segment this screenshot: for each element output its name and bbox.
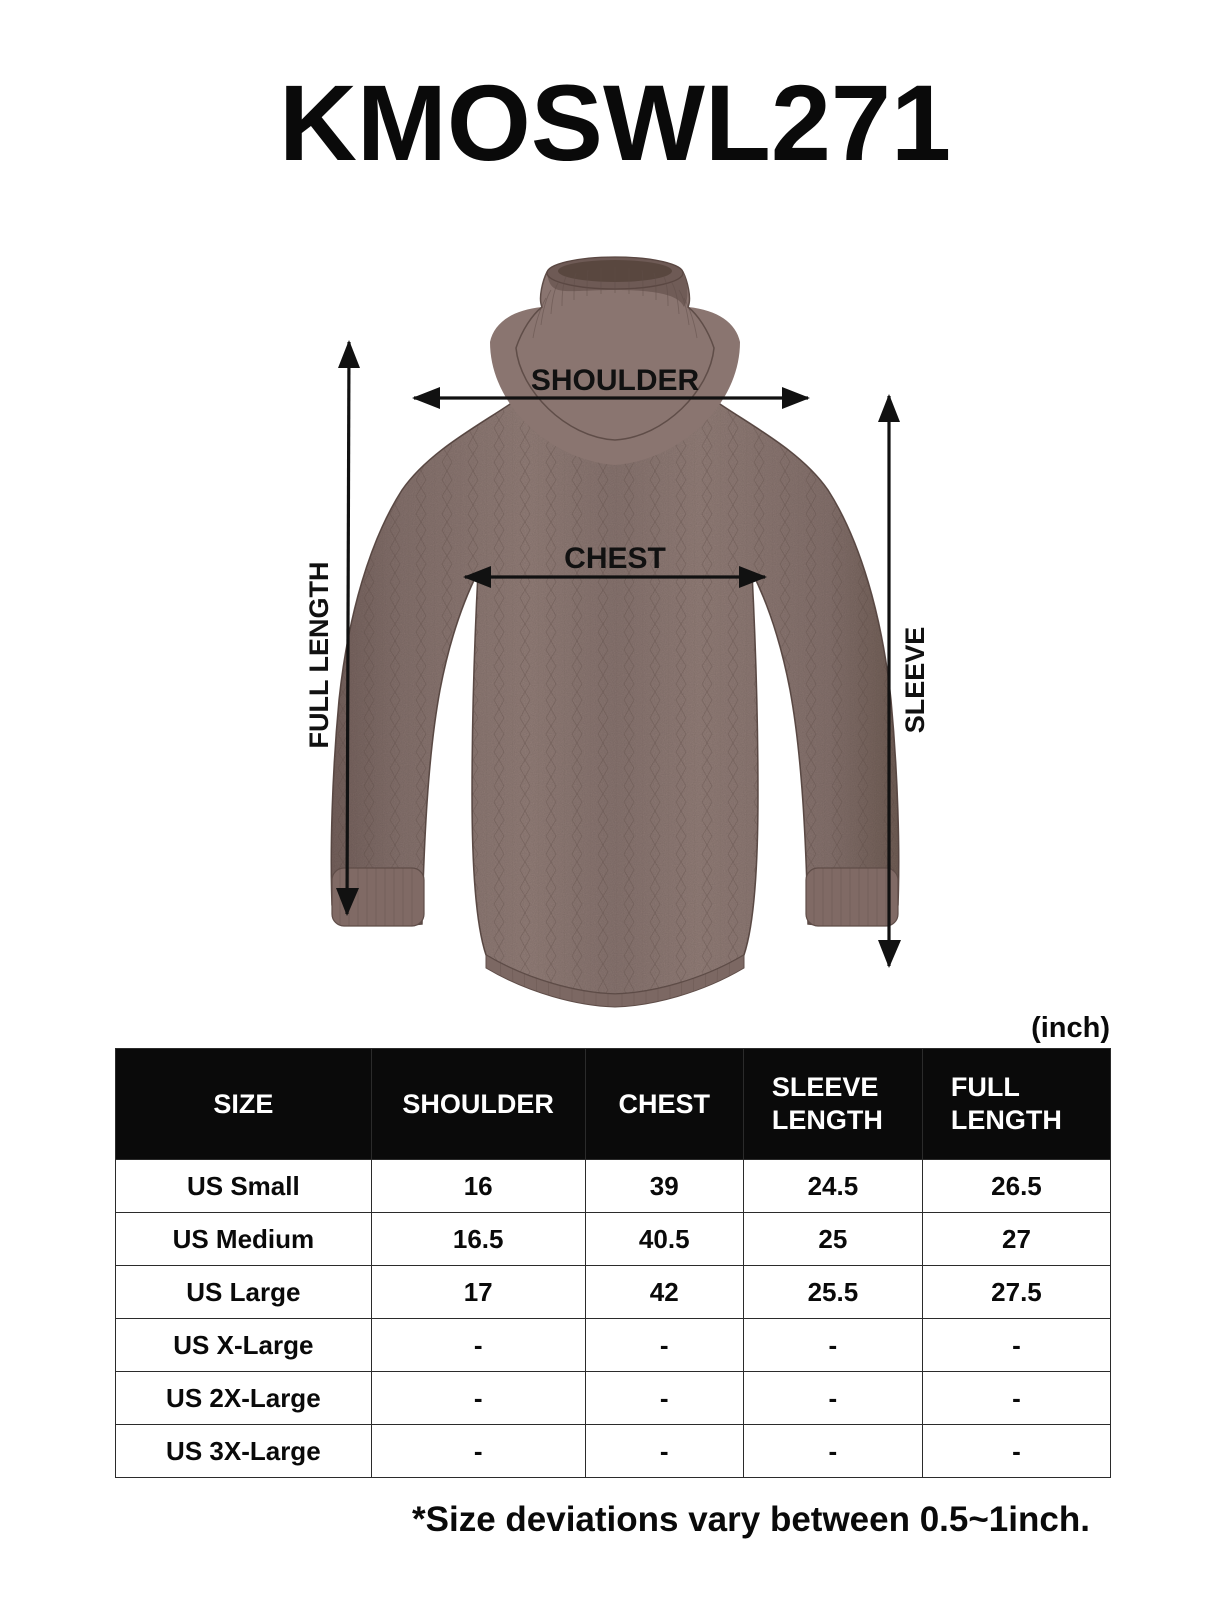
svg-text:SHOULDER: SHOULDER — [531, 364, 700, 397]
svg-text:FULL LENGTH: FULL LENGTH — [304, 562, 334, 749]
svg-text:CHEST: CHEST — [564, 542, 666, 575]
svg-text:SLEEVE: SLEEVE — [900, 627, 930, 734]
